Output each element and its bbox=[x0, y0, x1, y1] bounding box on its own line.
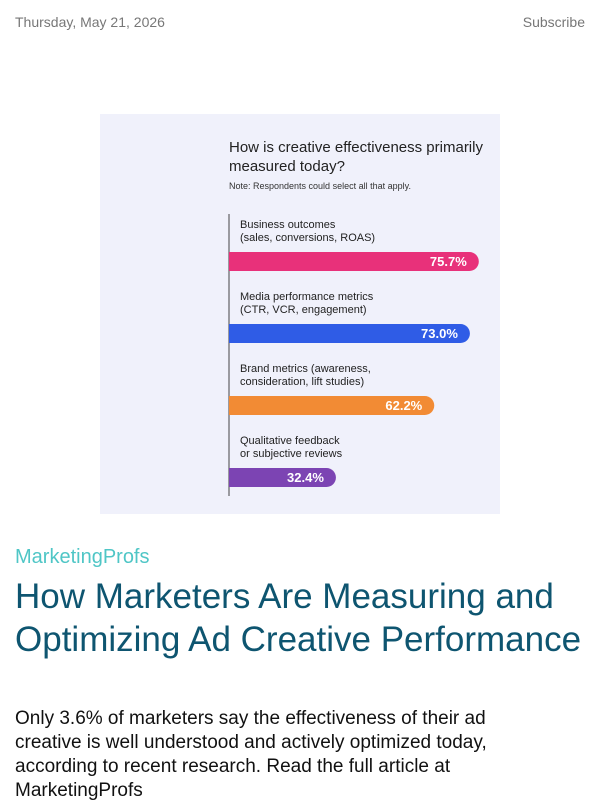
bar-chart: Business outcomes(sales, conversions, RO… bbox=[228, 214, 479, 496]
category-label: (CTR, VCR, engagement) bbox=[240, 304, 367, 316]
article-headline[interactable]: How Marketers Are Measuring and Optimizi… bbox=[15, 577, 582, 659]
article-summary: Only 3.6% of marketers say the effective… bbox=[15, 708, 487, 800]
bar-value-label: 62.2% bbox=[385, 398, 422, 413]
bar-value-label: 32.4% bbox=[287, 470, 324, 485]
chart-image[interactable]: How is creative effectiveness primarily … bbox=[100, 114, 500, 514]
category-label: or subjective reviews bbox=[240, 448, 343, 460]
category-label: Qualitative feedback bbox=[240, 435, 340, 447]
category-label: (sales, conversions, ROAS) bbox=[240, 232, 375, 244]
issue-date: Thursday, May 21, 2026 bbox=[15, 14, 165, 30]
chart-note: Note: Respondents could select all that … bbox=[229, 181, 411, 191]
bar bbox=[229, 396, 435, 415]
category-label: consideration, lift studies) bbox=[240, 376, 364, 388]
source-link[interactable]: MarketingProfs bbox=[15, 546, 150, 568]
bar bbox=[229, 324, 470, 343]
category-label: Media performance metrics bbox=[240, 291, 374, 303]
subscribe-link[interactable]: Subscribe bbox=[522, 14, 585, 30]
bar-value-label: 73.0% bbox=[421, 326, 458, 341]
top-bar: Thursday, May 21, 2026 Subscribe bbox=[15, 14, 585, 30]
bar bbox=[229, 468, 336, 487]
category-label: Business outcomes bbox=[240, 219, 336, 231]
chart-title: How is creative effectiveness primarily … bbox=[229, 139, 483, 175]
bar bbox=[229, 252, 479, 271]
bar-value-label: 75.7% bbox=[430, 254, 467, 269]
category-label: Brand metrics (awareness, bbox=[240, 363, 371, 375]
